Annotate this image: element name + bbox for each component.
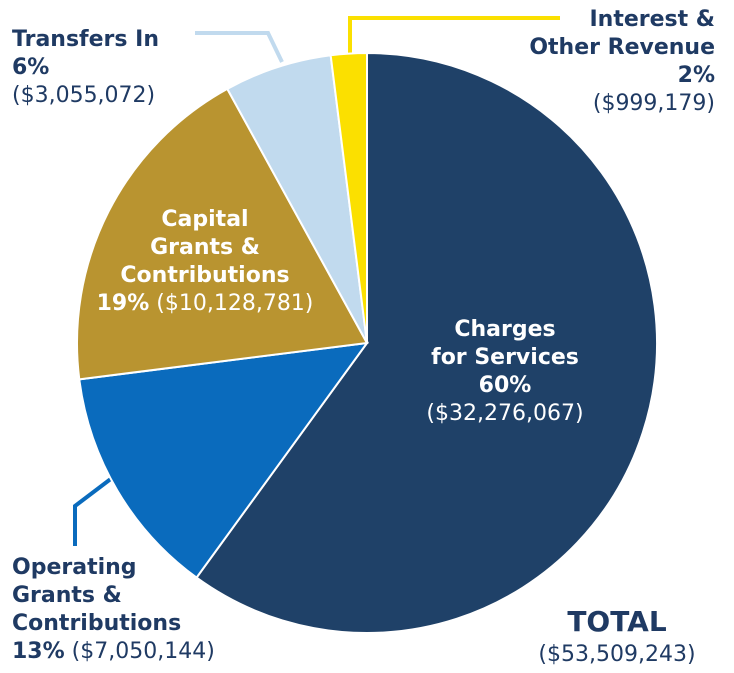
category-label: Interest & Other Revenue bbox=[529, 7, 715, 60]
value-line: 13% ($7,050,144) bbox=[12, 638, 312, 666]
slice-label: Transfers In 6% ($3,055,072) bbox=[12, 26, 232, 110]
amount-label: ($32,276,067) bbox=[426, 401, 584, 426]
category-label: Charges for Services bbox=[431, 317, 579, 370]
leader-line bbox=[195, 31, 284, 63]
amount-label: ($10,128,781) bbox=[156, 291, 314, 316]
percent-label: 19% bbox=[96, 291, 150, 316]
percent-label: 60% bbox=[478, 373, 532, 398]
leader-line bbox=[73, 476, 114, 546]
category-label: Capital Grants & Contributions bbox=[120, 207, 290, 288]
total-amount: ($53,509,243) bbox=[538, 642, 696, 667]
category-label: Operating Grants & Contributions bbox=[12, 555, 182, 636]
category-label: Transfers In bbox=[12, 27, 159, 52]
percent-label: 2% bbox=[677, 63, 715, 88]
slice-label: Capital Grants & Contributions 19% ($10,1… bbox=[75, 206, 335, 318]
pie-slice bbox=[76, 87, 369, 381]
slice-label: Charges for Services 60% ($32,276,067) bbox=[385, 316, 625, 428]
percent-label: 6% bbox=[12, 55, 50, 80]
pie-slice bbox=[195, 51, 658, 634]
slice-label: Operating Grants & Contributions 13% ($7,… bbox=[12, 554, 312, 666]
value-line: 19% ($10,128,781) bbox=[75, 290, 335, 318]
amount-label: ($7,050,144) bbox=[71, 639, 215, 664]
slice-label: Interest & Other Revenue 2% ($999,179) bbox=[420, 6, 715, 118]
pie-slice bbox=[329, 51, 368, 344]
amount-label: ($3,055,072) bbox=[12, 83, 156, 108]
amount-label: ($999,179) bbox=[592, 91, 715, 116]
percent-label: 13% bbox=[12, 639, 65, 664]
leader-line bbox=[348, 16, 560, 54]
total-label: TOTAL bbox=[567, 605, 667, 638]
total: TOTAL ($53,509,243) bbox=[517, 604, 717, 670]
pie-slice bbox=[78, 341, 370, 580]
